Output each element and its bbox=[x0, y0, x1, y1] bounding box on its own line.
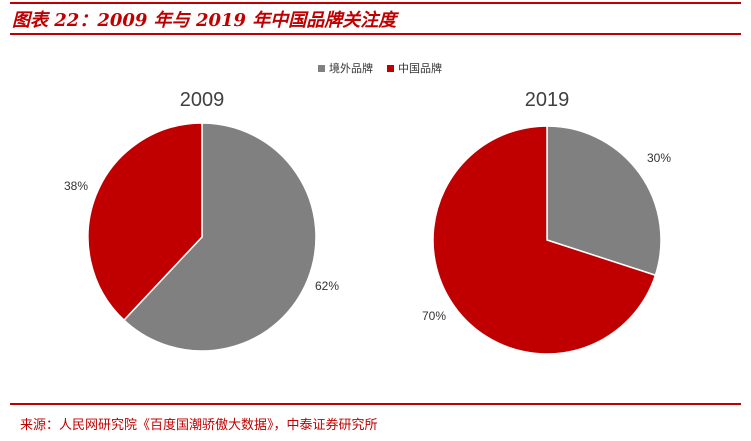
pie-title: 2019 bbox=[525, 89, 570, 111]
legend-label-foreign: 境外品牌 bbox=[329, 62, 373, 75]
legend-swatch-china bbox=[387, 64, 394, 72]
source-note: 来源：人民网研究院《百度国潮骄傲大数据》，中泰证券研究所 bbox=[20, 418, 378, 433]
legend-item-china: 中国品牌 bbox=[387, 60, 442, 76]
figure-title: 图表 22：2009 年与 2019 年中国品牌关注度 bbox=[12, 10, 397, 31]
pie-slice-china bbox=[87, 122, 203, 322]
legend-item-foreign: 境外品牌 bbox=[318, 60, 373, 76]
pie-slice-foreign bbox=[546, 125, 662, 277]
pie-title: 2009 bbox=[180, 89, 225, 111]
data-label: 30% bbox=[647, 151, 671, 165]
top-rule bbox=[10, 2, 741, 4]
data-label: 62% bbox=[315, 279, 339, 293]
legend-swatch-foreign bbox=[318, 64, 325, 72]
pie-2009: 2009 62% 38% bbox=[64, 89, 339, 352]
legend: 境外品牌 中国品牌 bbox=[318, 60, 456, 76]
pie-slice-foreign bbox=[122, 122, 317, 352]
pie-2019: 2019 30% 70% bbox=[422, 89, 671, 355]
pie-slice-china bbox=[432, 125, 657, 355]
legend-label-china: 中国品牌 bbox=[398, 62, 442, 75]
title-rule bbox=[10, 33, 741, 35]
data-label: 38% bbox=[64, 179, 88, 193]
bottom-rule bbox=[10, 403, 741, 405]
data-label: 70% bbox=[422, 309, 446, 323]
